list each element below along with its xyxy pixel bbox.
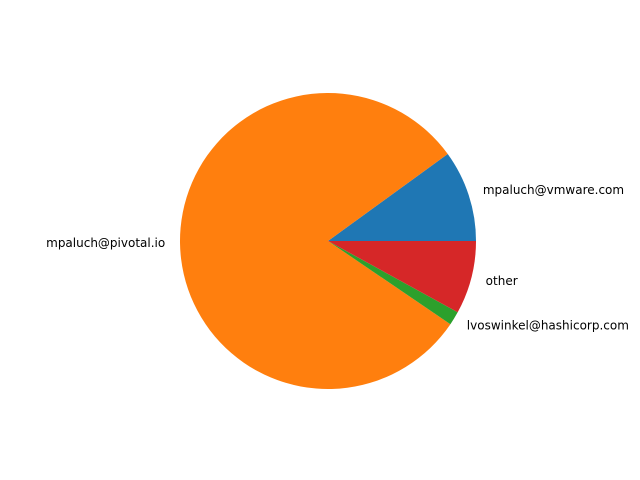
pie-slice-3 — [328, 241, 476, 313]
pie-slice-0 — [328, 154, 476, 241]
pie-slices — [180, 93, 476, 390]
pie-slice-1 — [180, 93, 451, 390]
pie-slice-label-0: mpaluch@vmware.com — [483, 183, 624, 197]
pie-slice-2 — [328, 241, 458, 325]
pie-slice-label-2: lvoswinkel@hashicorp.com — [467, 319, 629, 333]
pie-slice-label-1: mpaluch@pivotal.io — [46, 236, 165, 250]
pie-labels: mpaluch@vmware.com mpaluch@pivotal.io lvos… — [46, 183, 629, 332]
pie-slice-label-3: other — [486, 274, 518, 288]
